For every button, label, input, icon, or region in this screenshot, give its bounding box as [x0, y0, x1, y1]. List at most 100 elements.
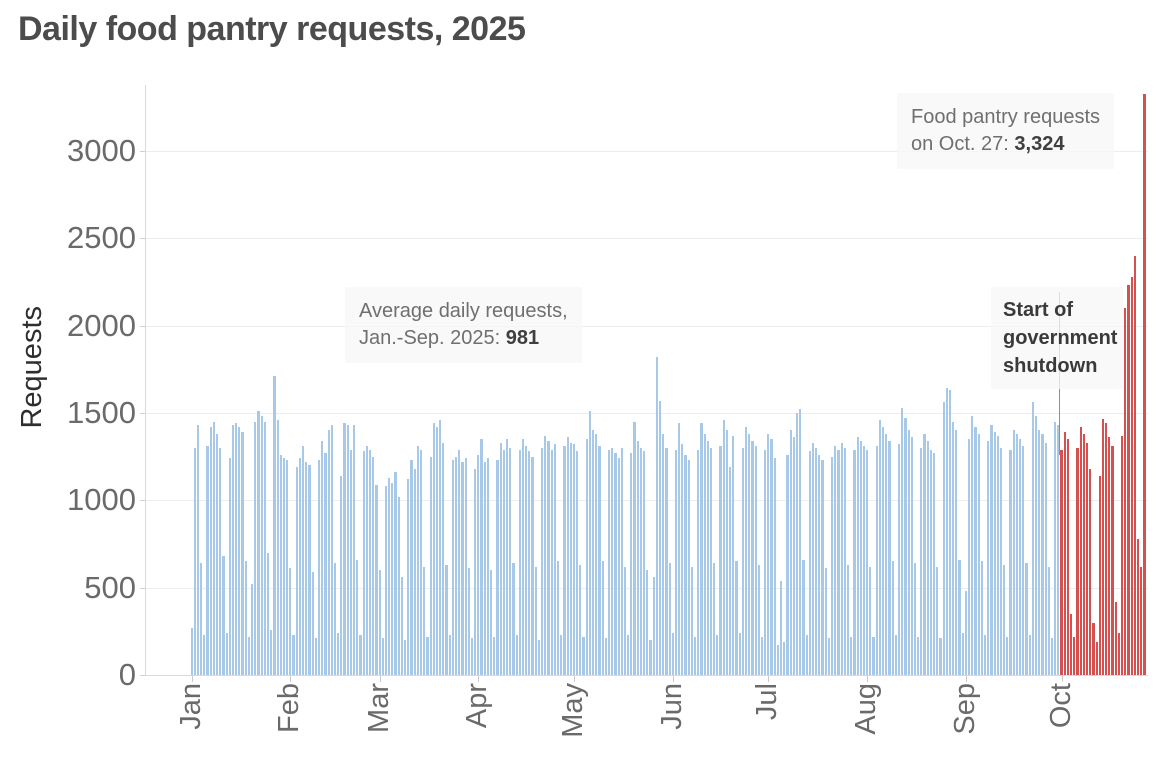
bar-2025-01-10[interactable] — [219, 447, 222, 675]
bar-2025-06-16[interactable] — [719, 446, 722, 675]
bar-2025-08-07[interactable] — [885, 433, 888, 675]
bar-2025-04-02[interactable] — [480, 439, 483, 675]
bar-2025-07-24[interactable] — [840, 442, 843, 675]
bar-2025-08-05[interactable] — [878, 419, 882, 675]
bar-2025-08-22[interactable] — [933, 453, 936, 675]
bar-2025-09-09[interactable] — [990, 425, 993, 675]
bar-2025-06-17[interactable] — [722, 419, 725, 675]
bar-2025-06-08[interactable] — [694, 636, 697, 675]
bar-2025-01-22[interactable] — [257, 411, 260, 675]
bar-2025-09-13[interactable] — [1003, 564, 1006, 675]
bar-2025-05-07[interactable] — [592, 430, 595, 675]
bar-2025-04-20[interactable] — [537, 640, 541, 675]
bar-2025-07-18[interactable] — [821, 460, 824, 675]
bar-2025-08-17[interactable] — [917, 636, 920, 675]
bar-2025-03-10[interactable] — [407, 479, 410, 675]
bar-2025-07-19[interactable] — [824, 568, 827, 675]
bar-2025-03-19[interactable] — [435, 426, 439, 675]
bar-2025-03-13[interactable] — [416, 446, 419, 675]
bar-2025-10-10[interactable] — [1089, 468, 1092, 675]
bar-2025-07-07[interactable] — [786, 454, 789, 675]
bar-2025-02-14[interactable] — [330, 425, 333, 675]
bar-2025-01-29[interactable] — [279, 454, 282, 675]
bar-2025-09-28[interactable] — [1050, 638, 1054, 675]
bar-2025-01-07[interactable] — [209, 426, 212, 675]
bar-2025-05-23[interactable] — [643, 451, 646, 675]
bar-2025-03-28[interactable] — [464, 458, 467, 675]
bar-2025-05-18[interactable] — [627, 634, 630, 675]
bar-2025-07-12[interactable] — [802, 559, 805, 675]
bar-2025-04-24[interactable] — [550, 449, 553, 675]
bar-2025-01-26[interactable] — [270, 629, 273, 675]
bar-2025-04-09[interactable] — [502, 449, 505, 675]
bar-2025-09-03[interactable] — [971, 416, 974, 675]
bar-2025-02-22[interactable] — [356, 559, 359, 675]
bar-2025-04-08[interactable] — [499, 442, 502, 675]
bar-2025-08-15[interactable] — [910, 437, 913, 675]
bar-2025-01-11[interactable] — [222, 556, 225, 675]
bar-2025-05-10[interactable] — [601, 561, 604, 675]
bar-2025-03-01[interactable] — [378, 570, 381, 675]
bar-2025-10-19[interactable] — [1117, 633, 1121, 675]
bar-2025-09-11[interactable] — [996, 435, 999, 675]
bar-2025-08-30[interactable] — [958, 559, 961, 675]
bar-2025-07-10[interactable] — [795, 412, 799, 675]
bar-2025-02-25[interactable] — [365, 446, 368, 675]
bar-2025-04-17[interactable] — [528, 451, 531, 675]
bar-2025-03-09[interactable] — [404, 640, 407, 675]
bar-2025-08-06[interactable] — [882, 426, 885, 675]
bar-2025-02-12[interactable] — [324, 453, 327, 675]
bar-2025-06-09[interactable] — [697, 449, 700, 675]
bar-2025-10-24[interactable] — [1133, 255, 1136, 675]
bar-2025-10-18[interactable] — [1114, 601, 1117, 675]
bar-2025-10-16[interactable] — [1108, 437, 1111, 675]
bar-2025-04-19[interactable] — [534, 566, 537, 675]
bar-2025-09-27[interactable] — [1047, 566, 1050, 675]
bar-2025-03-06[interactable] — [394, 472, 397, 675]
bar-2025-02-21[interactable] — [353, 425, 356, 675]
bar-2025-09-07[interactable] — [983, 634, 987, 675]
bar-2025-01-18[interactable] — [244, 561, 247, 675]
bar-2025-10-25[interactable] — [1136, 538, 1140, 675]
bar-2025-05-14[interactable] — [614, 453, 617, 675]
bar-2025-04-15[interactable] — [521, 439, 525, 675]
bar-2025-08-18[interactable] — [920, 447, 923, 675]
bar-2025-09-08[interactable] — [987, 440, 990, 675]
bar-2025-03-22[interactable] — [445, 564, 448, 675]
bar-2025-08-20[interactable] — [926, 440, 929, 675]
bar-2025-05-09[interactable] — [598, 446, 601, 675]
bar-2025-10-22[interactable] — [1127, 285, 1130, 675]
bar-2025-04-01[interactable] — [477, 454, 480, 675]
bar-2025-01-03[interactable] — [196, 425, 200, 675]
bar-2025-09-04[interactable] — [974, 426, 977, 675]
bar-2025-01-08[interactable] — [212, 421, 215, 675]
bar-2025-07-30[interactable] — [859, 440, 862, 675]
bar-2025-10-12[interactable] — [1095, 641, 1098, 675]
bar-2025-02-03[interactable] — [295, 467, 298, 675]
bar-2025-02-04[interactable] — [298, 458, 302, 675]
bar-2025-03-16[interactable] — [426, 636, 429, 675]
bar-2025-04-11[interactable] — [509, 447, 512, 675]
bar-2025-02-07[interactable] — [308, 465, 311, 675]
bar-2025-09-02[interactable] — [968, 439, 971, 675]
bar-2025-04-10[interactable] — [505, 439, 509, 675]
bar-2025-05-11[interactable] — [604, 638, 607, 675]
bar-2025-09-25[interactable] — [1041, 433, 1044, 675]
bar-2025-02-11[interactable] — [321, 440, 324, 675]
bar-2025-09-24[interactable] — [1038, 430, 1041, 675]
bar-2025-05-24[interactable] — [646, 570, 649, 675]
bar-2025-10-04[interactable] — [1070, 613, 1073, 675]
bar-2025-02-20[interactable] — [349, 449, 353, 675]
bar-2025-02-17[interactable] — [340, 475, 343, 675]
bar-2025-06-02[interactable] — [674, 449, 678, 675]
bar-2025-05-15[interactable] — [617, 458, 620, 675]
bar-2025-07-09[interactable] — [792, 437, 795, 675]
bar-2025-09-05[interactable] — [977, 433, 980, 675]
bar-2025-07-11[interactable] — [799, 409, 802, 675]
bar-2025-07-08[interactable] — [789, 430, 792, 675]
bar-2025-08-16[interactable] — [913, 563, 917, 675]
bar-2025-02-24[interactable] — [362, 451, 365, 675]
bar-2025-07-04[interactable] — [776, 645, 780, 675]
bar-2025-03-14[interactable] — [419, 449, 423, 675]
bar-2025-06-21[interactable] — [735, 561, 738, 675]
